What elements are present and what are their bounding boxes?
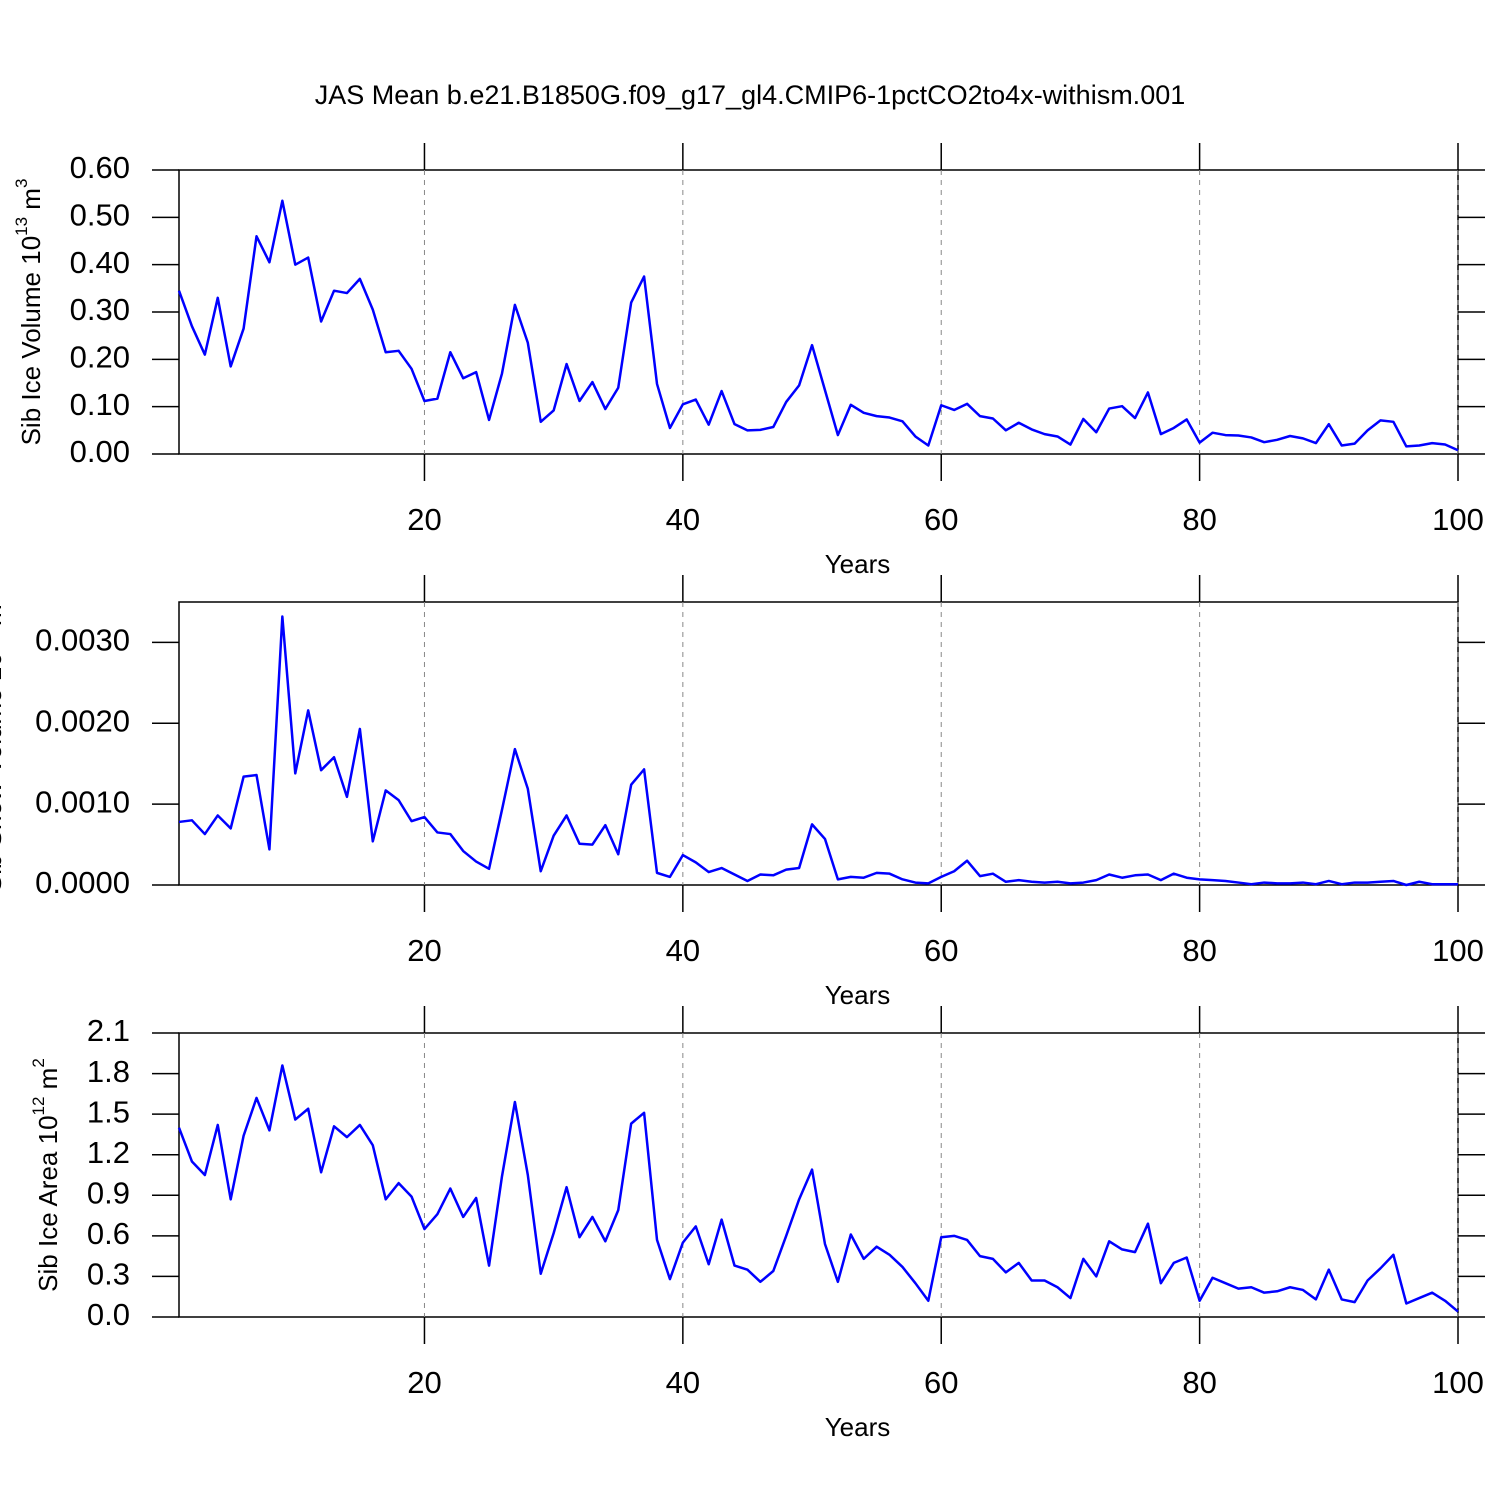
y-tick-label: 0.40: [70, 245, 130, 280]
x-axis-label: Years: [825, 980, 891, 1010]
x-tick-label: 80: [1182, 933, 1216, 968]
data-line: [178, 615, 1458, 887]
y-axis-label-part: Sib Ice Area 10: [33, 1115, 63, 1291]
x-tick-label: 20: [407, 933, 441, 968]
x-tick-label: 40: [666, 933, 700, 968]
x-tick-label: 60: [924, 933, 958, 968]
y-tick-label: 0.0000: [35, 865, 130, 900]
y-tick-label: 0.0010: [35, 784, 130, 819]
y-tick-label: 0.30: [70, 292, 130, 327]
data-line: [177, 199, 1459, 452]
y-tick-label: 0.50: [70, 198, 130, 233]
y-axis-label-part: m: [33, 1068, 63, 1097]
figure-title: JAS Mean b.e21.B1850G.f09_g17_gl4.CMIP6-…: [315, 80, 1186, 110]
y-tick-label: 0.0: [87, 1297, 130, 1332]
y-axis-label-part: 13: [12, 217, 31, 236]
x-tick-label: 80: [1182, 1365, 1216, 1400]
y-tick-label: 0.00: [70, 434, 130, 469]
x-axis-label: Years: [825, 549, 891, 579]
y-tick-label: 0.9: [87, 1175, 130, 1210]
y-tick-label: 0.10: [70, 387, 130, 422]
x-tick-label: 100: [1432, 933, 1484, 968]
y-axis-label-part: 2: [29, 1058, 48, 1067]
y-tick-label: 1.5: [87, 1094, 130, 1129]
y-axis-label-part: 3: [12, 179, 31, 188]
y-tick-label: 0.20: [70, 340, 130, 375]
x-tick-label: 100: [1432, 502, 1484, 537]
y-axis-label: Sib Snow Volume 1013 m3: [0, 595, 7, 892]
y-axis-label: Sib Ice Volume 1013 m3: [12, 179, 45, 446]
y-axis-label: Sib Ice Area 1012 m2: [29, 1058, 62, 1292]
x-tick-label: 80: [1182, 502, 1216, 537]
y-tick-label: 0.0030: [35, 623, 130, 658]
x-tick-label: 20: [407, 502, 441, 537]
y-tick-label: 0.6: [87, 1216, 130, 1251]
x-tick-label: 100: [1432, 1365, 1484, 1400]
x-tick-label: 60: [924, 502, 958, 537]
y-tick-label: 1.2: [87, 1135, 130, 1170]
y-tick-label: 2.1: [87, 1013, 130, 1048]
data-line: [177, 1064, 1459, 1313]
y-axis-label-part: m: [0, 604, 7, 633]
x-tick-label: 60: [924, 1365, 958, 1400]
x-axis-label: Years: [825, 1412, 891, 1442]
y-axis-label-part: Sib Snow Volume 10: [0, 652, 7, 892]
x-tick-label: 40: [666, 1365, 700, 1400]
y-axis-label-part: 12: [29, 1097, 48, 1116]
y-tick-label: 0.3: [87, 1257, 130, 1292]
y-axis-label-part: m: [16, 188, 46, 217]
y-tick-label: 0.60: [70, 150, 130, 185]
y-tick-label: 0.0020: [35, 703, 130, 738]
y-tick-label: 1.8: [87, 1054, 130, 1089]
y-axis-label-part: Sib Ice Volume 10: [16, 236, 46, 446]
x-tick-label: 40: [666, 502, 700, 537]
x-tick-label: 20: [407, 1365, 441, 1400]
